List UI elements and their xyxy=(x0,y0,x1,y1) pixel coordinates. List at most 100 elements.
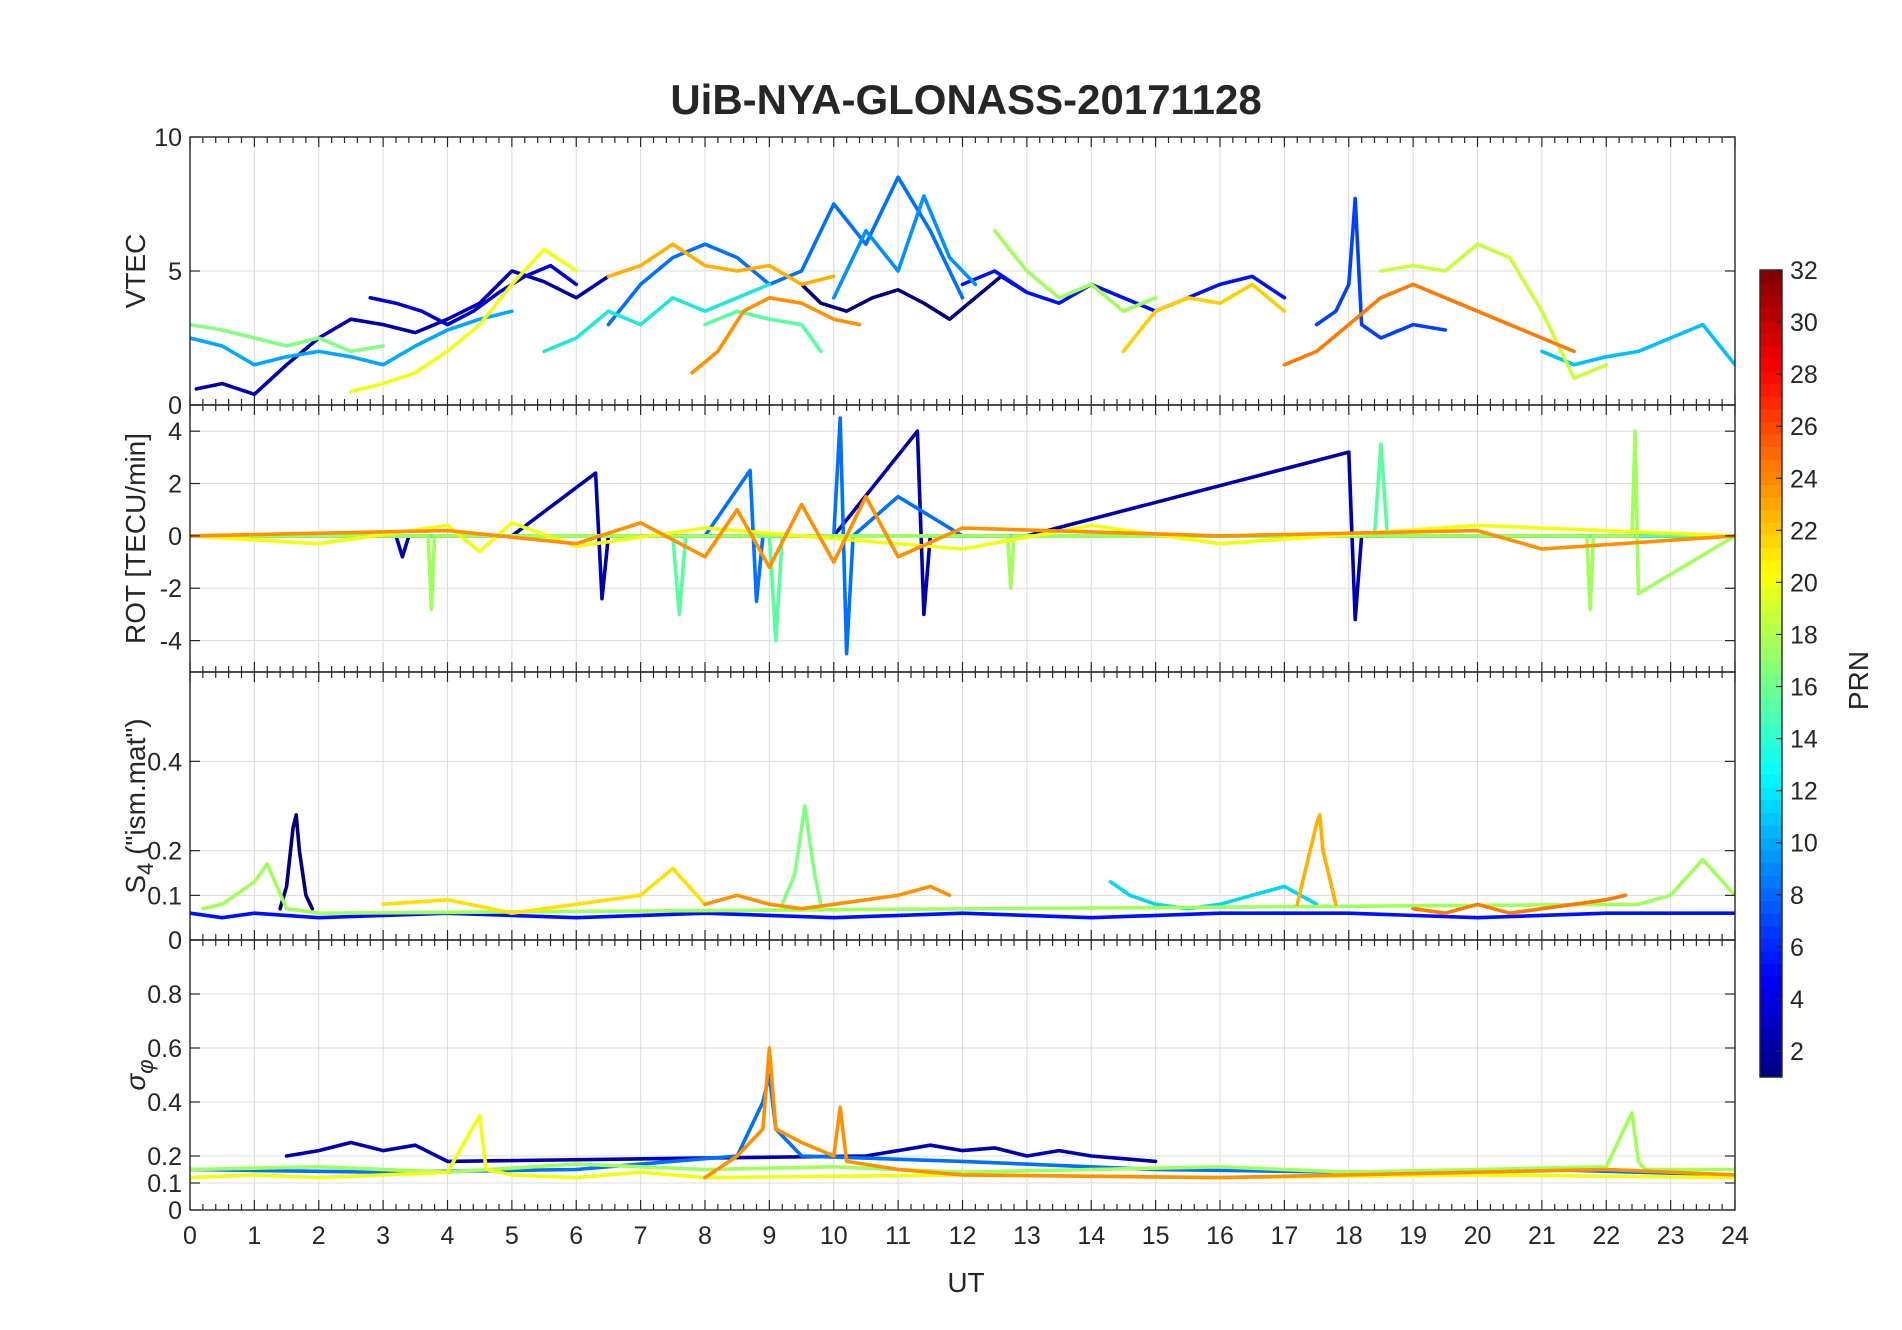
colorbar-swatch xyxy=(1760,333,1782,347)
colorbar-swatch xyxy=(1760,1001,1782,1015)
colorbar-tick-label: 20 xyxy=(1790,569,1818,597)
colorbar-swatch xyxy=(1760,320,1782,334)
colorbar-swatch xyxy=(1760,850,1782,864)
colorbar-swatch xyxy=(1760,484,1782,498)
colorbar-swatch xyxy=(1760,509,1782,523)
colorbar-swatch xyxy=(1760,1026,1782,1040)
colorbar-tick-label: 2 xyxy=(1790,1038,1804,1066)
colorbar-tick-label: 16 xyxy=(1790,674,1818,702)
series-prn-11 xyxy=(1540,322,1735,367)
colorbar-swatch xyxy=(1760,358,1782,372)
y-tick-label: 0.1 xyxy=(147,882,182,910)
series-prn-22 xyxy=(1295,813,1338,907)
y-axis-label: σφ xyxy=(120,1059,158,1090)
colorbar-swatch xyxy=(1760,786,1782,801)
x-tick-label: 4 xyxy=(441,1222,455,1250)
series-prn-2 xyxy=(194,269,611,397)
colorbar-swatch xyxy=(1760,597,1782,612)
panel-1: 0 5 10 VTEC xyxy=(120,124,1736,420)
colorbar-swatch xyxy=(1760,749,1782,763)
x-tick-label: 22 xyxy=(1592,1222,1620,1250)
y-tick-label: 0.2 xyxy=(147,1143,182,1171)
colorbar-swatch xyxy=(1760,774,1782,788)
colorbar-swatch xyxy=(1760,459,1782,473)
colorbar-swatch xyxy=(1760,837,1782,851)
x-tick-label: 18 xyxy=(1335,1222,1363,1250)
series-prn-5 xyxy=(1314,196,1448,340)
y-tick-label: 0.6 xyxy=(147,1035,182,1063)
x-tick-label: 16 xyxy=(1206,1222,1234,1250)
x-axis-label: UT xyxy=(947,1267,984,1298)
colorbar-swatch xyxy=(1760,383,1782,397)
series-prn-17 xyxy=(992,229,1158,314)
colorbar-swatch xyxy=(1760,698,1782,712)
colorbar-swatch xyxy=(1760,660,1782,675)
series-prn-18 xyxy=(1379,242,1609,381)
x-tick-label: 21 xyxy=(1528,1222,1556,1250)
colorbar-swatch xyxy=(1760,522,1782,536)
colorbar-swatch xyxy=(1760,307,1782,322)
series-prn-23 xyxy=(703,1046,1735,1180)
y-tick-label: 0.4 xyxy=(147,1089,182,1117)
x-tick-label: 20 xyxy=(1464,1222,1492,1250)
colorbar-tick-label: 14 xyxy=(1790,726,1818,754)
colorbar-tick-label: 8 xyxy=(1790,882,1804,910)
series-prn-1 xyxy=(799,274,1029,322)
colorbar-swatch xyxy=(1760,496,1782,511)
colorbar-swatch xyxy=(1760,534,1782,549)
x-tick-label: 6 xyxy=(569,1222,583,1250)
x-tick-label: 14 xyxy=(1077,1222,1105,1250)
colorbar-swatch xyxy=(1760,610,1782,624)
series-prn-23 xyxy=(703,884,952,911)
y-axis: 00.10.2 0.4 0.6 0.8 xyxy=(147,981,1735,1225)
series-prn-10 xyxy=(190,309,514,367)
colorbar-frame xyxy=(1759,269,1783,1078)
x-tick-label: 17 xyxy=(1270,1222,1298,1250)
series-prn-21 xyxy=(1121,282,1287,354)
colorbar-swatch xyxy=(1760,421,1782,435)
x-tick-label: 12 xyxy=(949,1222,977,1250)
colorbar-swatch xyxy=(1760,446,1782,460)
colorbar-swatch xyxy=(1760,572,1782,586)
y-axis-label: S4 ("ism.mat") xyxy=(120,718,158,893)
panel-3: 0 0.1 0.2 0.4S4 ("ism.mat") xyxy=(120,671,1736,955)
colorbar-tick-label: 22 xyxy=(1790,517,1818,545)
series-prn-22 xyxy=(606,242,836,287)
colorbar-swatch xyxy=(1760,1013,1782,1028)
colorbar-swatch xyxy=(1760,887,1782,902)
y-tick-label: 0.8 xyxy=(147,981,182,1009)
colorbar-swatch xyxy=(1760,686,1782,700)
colorbar-swatch xyxy=(1760,396,1782,410)
chart-title: UiB-NYA-GLONASS-20171128 xyxy=(670,76,1261,123)
colorbar-swatch xyxy=(1760,711,1782,725)
colorbar-swatch xyxy=(1760,1064,1782,1078)
y-axis: 0 5 10 xyxy=(154,124,1735,420)
series-group xyxy=(190,416,1735,656)
y-axis-label: ROT [TECU/min] xyxy=(120,433,151,644)
series-prn-20 xyxy=(381,866,707,916)
colorbar-swatch xyxy=(1760,635,1782,649)
panel-2: -4 -2 0 2 4 ROT [TECU/min] xyxy=(120,404,1736,673)
series-prn-23 xyxy=(190,494,1735,570)
colorbar-swatch xyxy=(1760,433,1782,448)
y-tick-label: -4 xyxy=(160,628,182,656)
colorbar-swatch xyxy=(1760,623,1782,637)
colorbar-swatch xyxy=(1760,723,1782,738)
x-tick-marks xyxy=(189,672,1736,940)
colorbar-swatch xyxy=(1760,370,1782,385)
y-tick-label: 0 xyxy=(168,1197,182,1225)
series-prn-2 xyxy=(284,1140,1158,1164)
colorbar-swatch xyxy=(1760,547,1782,561)
x-tick-label: 24 xyxy=(1721,1222,1749,1250)
x-tick-marks xyxy=(189,405,1736,672)
series-group xyxy=(190,175,1735,397)
colorbar-swatch xyxy=(1760,976,1782,990)
x-tick-label: 3 xyxy=(376,1222,390,1250)
y-tick-label: -2 xyxy=(160,575,182,603)
colorbar-swatch xyxy=(1760,408,1782,422)
colorbar-swatch xyxy=(1760,913,1782,927)
y-axis: -4 -2 0 2 4 xyxy=(160,418,1735,656)
x-tick-label: 19 xyxy=(1399,1222,1427,1250)
series-prn-24 xyxy=(1282,282,1576,367)
